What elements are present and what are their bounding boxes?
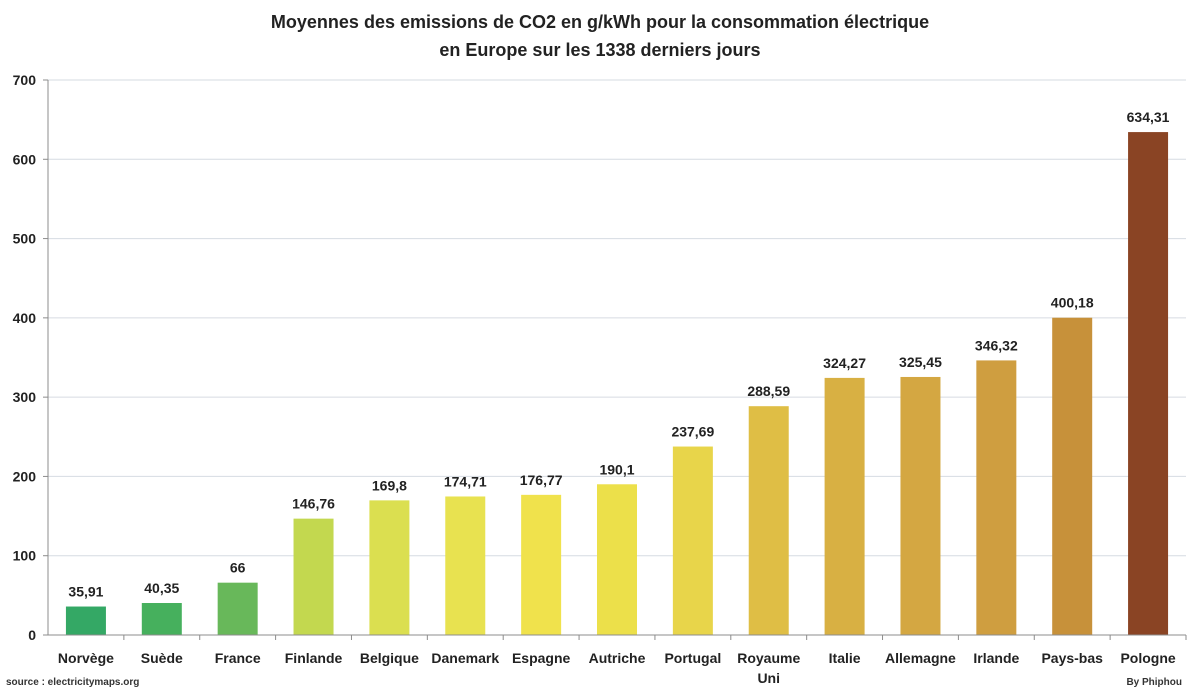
x-tick-label: Norvège: [58, 650, 114, 666]
x-tick-label: Pays-bas: [1041, 650, 1103, 666]
bar: [1128, 132, 1169, 636]
data-label: 325,45: [899, 354, 942, 370]
data-label: 66: [230, 560, 246, 576]
data-label: 324,27: [823, 355, 866, 371]
bar: [217, 582, 258, 635]
bar: [65, 606, 106, 635]
bar: [597, 484, 637, 635]
bar: [521, 494, 562, 635]
y-tick-label: 0: [28, 627, 36, 643]
x-tick-label: Espagne: [512, 650, 571, 666]
y-tick-label: 100: [13, 548, 37, 564]
data-labels: 35,91 40,35 66 146,76 169,8 174,71 176,77 190,1…: [68, 109, 1169, 599]
source-note: source : electricitymaps.org: [6, 677, 140, 688]
x-tick-label: Finlande: [285, 650, 343, 666]
bar: [976, 360, 1017, 635]
bar: [900, 376, 941, 635]
data-label: 400,18: [1051, 295, 1094, 311]
y-tick-label: 600: [13, 151, 37, 167]
x-tick-label: Irlande: [973, 650, 1019, 666]
bar: [748, 406, 789, 635]
data-label: 174,71: [444, 473, 487, 489]
data-label: 190,1: [599, 461, 634, 477]
x-tick-label: Pologne: [1120, 650, 1175, 666]
bar: [293, 518, 334, 635]
data-label: 176,77: [520, 472, 563, 488]
x-axis: Norvège Suède France Finlande Belgique Danema…: [48, 634, 1187, 686]
data-label: 288,59: [747, 383, 790, 399]
data-label: 40,35: [144, 580, 179, 596]
bar: [1052, 317, 1093, 635]
bars: [65, 132, 1169, 636]
x-tick-label: Uni: [757, 670, 780, 686]
data-label: 169,8: [372, 477, 407, 493]
bar: [141, 603, 182, 635]
x-tick-label: Belgique: [360, 650, 419, 666]
bar: [445, 496, 486, 635]
y-tick-label: 200: [13, 468, 37, 484]
y-tick-label: 300: [13, 389, 37, 405]
y-tick-label: 400: [13, 310, 37, 326]
x-tick-label: Danemark: [431, 650, 499, 666]
data-label: 237,69: [671, 424, 714, 440]
bar: [824, 377, 865, 635]
x-tick-label: Italie: [829, 650, 861, 666]
y-axis: 0 100 200 300 400 500 600 700: [13, 72, 49, 643]
data-label: 146,76: [292, 496, 335, 512]
chart-title-line-1: Moyennes des emissions de CO2 en g/kWh p…: [270, 12, 930, 32]
y-tick-label: 700: [13, 72, 37, 88]
x-tick-label: Autriche: [589, 650, 646, 666]
data-label: 346,32: [975, 337, 1018, 353]
author-credit: By Phiphou: [1126, 677, 1182, 688]
y-tick-label: 500: [13, 231, 37, 247]
data-label: 35,91: [68, 584, 103, 600]
x-tick-label: Portugal: [664, 650, 721, 666]
bar: [672, 446, 713, 635]
x-tick-label: Allemagne: [885, 650, 956, 666]
data-label: 634,31: [1127, 109, 1170, 125]
chart-title-line-2: en Europe sur les 1338 derniers jours: [439, 40, 761, 60]
x-tick-label: Suède: [141, 650, 183, 666]
x-tick-label: Royaume: [737, 650, 800, 666]
x-tick-label: France: [215, 650, 261, 666]
bar: [369, 500, 410, 635]
